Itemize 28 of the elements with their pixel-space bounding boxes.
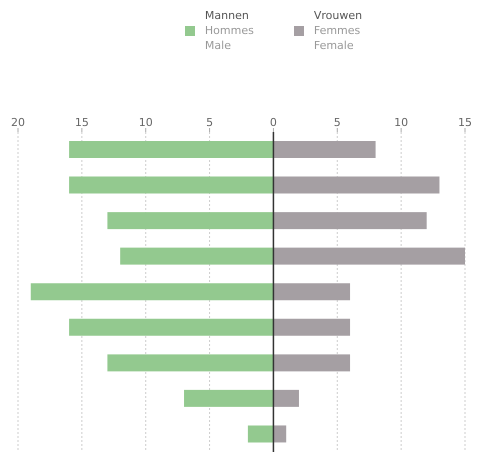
bar xyxy=(273,318,350,336)
x-tick-label: 5 xyxy=(206,116,214,129)
bar xyxy=(273,212,427,230)
bar xyxy=(273,248,465,265)
bar xyxy=(273,354,350,372)
bar xyxy=(30,283,274,300)
bar xyxy=(107,212,274,230)
bar xyxy=(69,318,274,336)
x-tick-label: 5 xyxy=(334,116,341,129)
bar xyxy=(107,354,274,372)
bar xyxy=(273,425,286,442)
bar xyxy=(273,176,440,194)
legend-label: Vrouwen Femmes Female xyxy=(314,8,362,53)
x-tick-label: 10 xyxy=(394,116,408,129)
bar xyxy=(69,176,274,194)
x-tick-label: 15 xyxy=(74,116,89,129)
bar xyxy=(69,141,274,158)
bar xyxy=(273,390,299,407)
x-tick-label: 20 xyxy=(11,116,25,129)
bar xyxy=(120,248,274,265)
x-tick-label: 15 xyxy=(458,116,472,129)
x-tick-label: 10 xyxy=(138,116,153,129)
bar xyxy=(273,283,350,300)
legend-label: Mannen Hommes Male xyxy=(204,8,254,53)
bar xyxy=(273,141,376,158)
bar xyxy=(184,390,274,407)
x-tick-label: 0 xyxy=(270,116,277,129)
bar xyxy=(248,425,274,442)
